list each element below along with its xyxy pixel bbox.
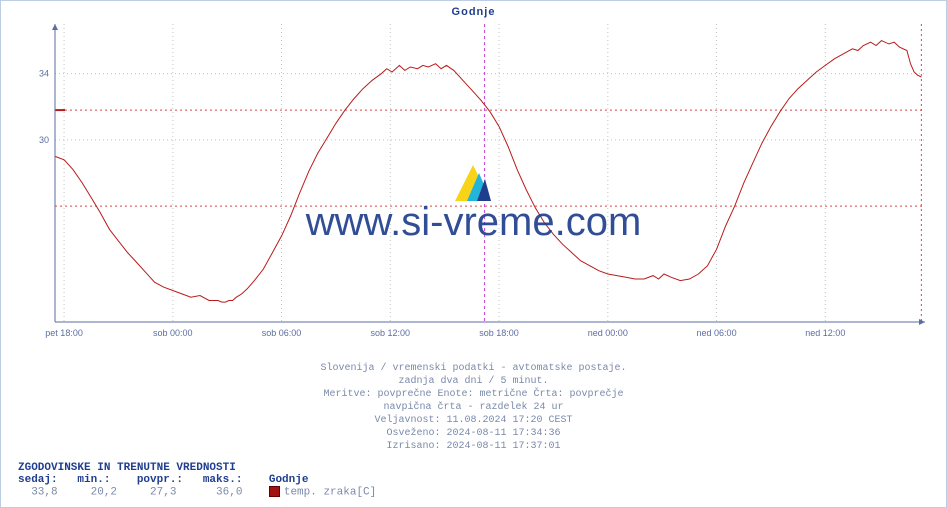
legend-values: 33,8 20,2 27,3 36,0 temp. zraka[C] <box>18 486 376 498</box>
meta-line: Osveženo: 2024-08-11 17:34:36 <box>0 427 947 440</box>
meta-line: Meritve: povprečne Enote: metrične Črta:… <box>0 388 947 401</box>
meta-line: zadnja dva dni / 5 minut. <box>0 375 947 388</box>
x-tick-label: sob 06:00 <box>262 328 302 338</box>
legend-header: ZGODOVINSKE IN TRENUTNE VREDNOSTI <box>18 462 376 474</box>
meta-line: Veljavnost: 11.08.2024 17:20 CEST <box>0 414 947 427</box>
x-tick-label: ned 00:00 <box>588 328 628 338</box>
x-tick-label: pet 18:00 <box>45 328 83 338</box>
watermark-logo <box>455 165 491 201</box>
y-tick-label: 34 <box>39 69 49 79</box>
legend-block: ZGODOVINSKE IN TRENUTNE VREDNOSTI sedaj:… <box>18 462 376 498</box>
meta-line: Izrisano: 2024-08-11 17:37:01 <box>0 440 947 453</box>
x-tick-label: sob 00:00 <box>153 328 193 338</box>
chart-title: Godnje <box>0 6 947 18</box>
legend-value-numbers: 33,8 20,2 27,3 36,0 <box>18 486 269 498</box>
x-tick-label: ned 12:00 <box>805 328 845 338</box>
x-tick-label: ned 06:00 <box>697 328 737 338</box>
meta-line: Slovenija / vremenski podatki - avtomats… <box>0 362 947 375</box>
legend-swatch-icon <box>269 486 280 497</box>
x-axis-arrow-icon <box>919 319 925 325</box>
x-tick-label: sob 18:00 <box>479 328 519 338</box>
legend-series-label: temp. zraka[C] <box>284 486 376 498</box>
x-tick-label: sob 12:00 <box>371 328 411 338</box>
meta-line: navpična črta - razdelek 24 ur <box>0 401 947 414</box>
legend-columns: sedaj: min.: povpr.: maks.: Godnje <box>18 474 376 486</box>
chart-metadata: Slovenija / vremenski podatki - avtomats… <box>0 362 947 453</box>
y-tick-label: 30 <box>39 135 49 145</box>
